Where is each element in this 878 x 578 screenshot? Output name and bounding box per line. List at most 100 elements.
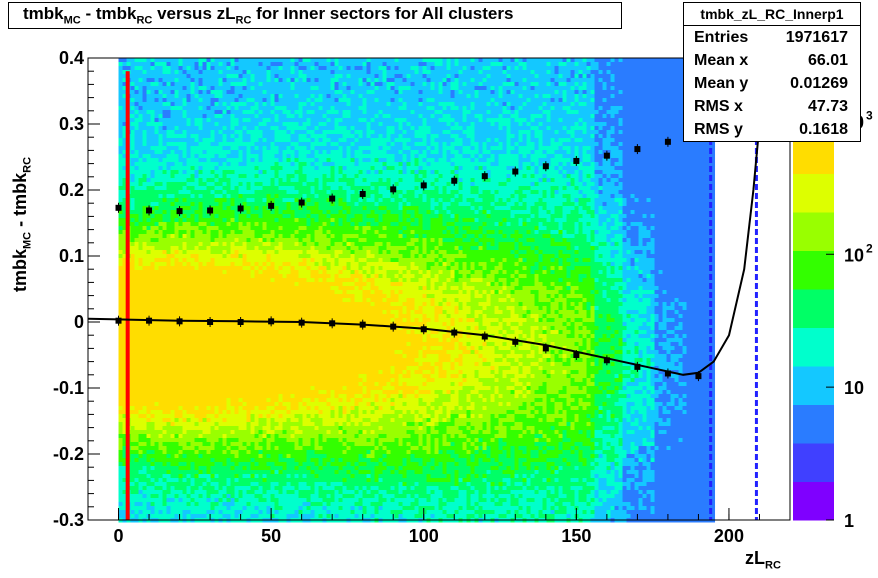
heatmap-cell: [278, 226, 284, 231]
heatmap-cell: [278, 202, 284, 207]
heatmap-cell: [274, 442, 280, 447]
heatmap-cell: [270, 386, 276, 391]
heatmap-cell: [266, 274, 272, 279]
heatmap-cell: [150, 242, 156, 247]
heatmap-cell: [142, 170, 148, 175]
heatmap-cell: [190, 330, 196, 335]
heatmap-cell: [238, 482, 244, 487]
heatmap-cell: [270, 394, 276, 399]
heatmap-cell: [238, 62, 244, 67]
heatmap-cell: [146, 286, 152, 291]
heatmap-cell: [134, 282, 140, 287]
heatmap-cell: [234, 246, 240, 251]
heatmap-cell: [186, 314, 192, 319]
heatmap-cell: [174, 162, 180, 167]
heatmap-cell: [234, 458, 240, 463]
heatmap-cell: [118, 162, 124, 167]
heatmap-cell: [242, 142, 248, 147]
heatmap-cell: [246, 130, 252, 135]
heatmap-cell: [198, 190, 204, 195]
heatmap-cell: [214, 78, 220, 83]
heatmap-cell: [122, 290, 128, 295]
heatmap-cell: [246, 438, 252, 443]
heatmap-cell: [174, 190, 180, 195]
heatmap-cell: [150, 266, 156, 271]
heatmap-cell: [190, 94, 196, 99]
heatmap-cell: [194, 154, 200, 159]
heatmap-cell: [234, 94, 240, 99]
heatmap-cell: [230, 98, 236, 103]
heatmap-cell: [230, 266, 236, 271]
heatmap-cell: [166, 494, 172, 499]
heatmap-cell: [210, 346, 216, 351]
heatmap-cell: [122, 338, 128, 343]
heatmap-cell: [154, 354, 160, 359]
heatmap-cell: [198, 102, 204, 107]
heatmap-cell: [222, 286, 228, 291]
heatmap-cell: [146, 398, 152, 403]
heatmap-cell: [170, 386, 176, 391]
heatmap-cell: [166, 182, 172, 187]
heatmap-cell: [242, 78, 248, 83]
heatmap-cell: [226, 310, 232, 315]
heatmap-cell: [270, 258, 276, 263]
heatmap-cell: [150, 270, 156, 275]
heatmap-cell: [246, 166, 252, 171]
heatmap-cell: [170, 438, 176, 443]
heatmap-cell: [186, 214, 192, 219]
heatmap-cell: [122, 498, 128, 503]
heatmap-cell: [146, 162, 152, 167]
heatmap-cell: [150, 194, 156, 199]
heatmap-cell: [254, 134, 260, 139]
heatmap-cell: [170, 410, 176, 415]
heatmap-cell: [154, 342, 160, 347]
heatmap-cell: [122, 374, 128, 379]
heatmap-cell: [142, 390, 148, 395]
heatmap-cell: [122, 314, 128, 319]
heatmap-cell: [194, 394, 200, 399]
heatmap-cell: [202, 178, 208, 183]
heatmap-cell: [270, 330, 276, 335]
heatmap-cell: [170, 86, 176, 91]
heatmap-cell: [250, 458, 256, 463]
heatmap-cell: [210, 102, 216, 107]
heatmap-cell: [198, 438, 204, 443]
heatmap-cell: [170, 62, 176, 67]
heatmap-cell: [118, 346, 124, 351]
heatmap-cell: [274, 126, 280, 131]
heatmap-cell: [202, 466, 208, 471]
heatmap-cell: [170, 342, 176, 347]
heatmap-cell: [214, 410, 220, 415]
heatmap-cell: [266, 426, 272, 431]
heatmap-cell: [118, 430, 124, 435]
heatmap-cell: [174, 430, 180, 435]
heatmap-cell: [178, 146, 184, 151]
heatmap-cell: [166, 378, 172, 383]
heatmap-cell: [226, 178, 232, 183]
heatmap-cell: [182, 490, 188, 495]
heatmap-cell: [214, 442, 220, 447]
heatmap-cell: [246, 462, 252, 467]
heatmap-cell: [166, 462, 172, 467]
heatmap-cell: [246, 210, 252, 215]
heatmap-cell: [226, 102, 232, 107]
heatmap-cell: [170, 478, 176, 483]
heatmap-cell: [142, 218, 148, 223]
heatmap-cell: [146, 138, 152, 143]
heatmap-cell: [286, 342, 292, 347]
heatmap-cell: [258, 90, 264, 95]
heatmap-cell: [238, 362, 244, 367]
heatmap-cell: [134, 290, 140, 295]
heatmap-cell: [162, 350, 168, 355]
heatmap-cell: [194, 210, 200, 215]
heatmap-cell: [190, 98, 196, 103]
heatmap-cell: [262, 70, 268, 75]
heatmap-cell: [254, 82, 260, 87]
heatmap-cell: [250, 106, 256, 111]
heatmap-cell: [222, 210, 228, 215]
heatmap-cell: [122, 446, 128, 451]
heatmap-cell: [218, 422, 224, 427]
heatmap-cell: [194, 450, 200, 455]
heatmap-cell: [182, 410, 188, 415]
heatmap-cell: [286, 446, 292, 451]
